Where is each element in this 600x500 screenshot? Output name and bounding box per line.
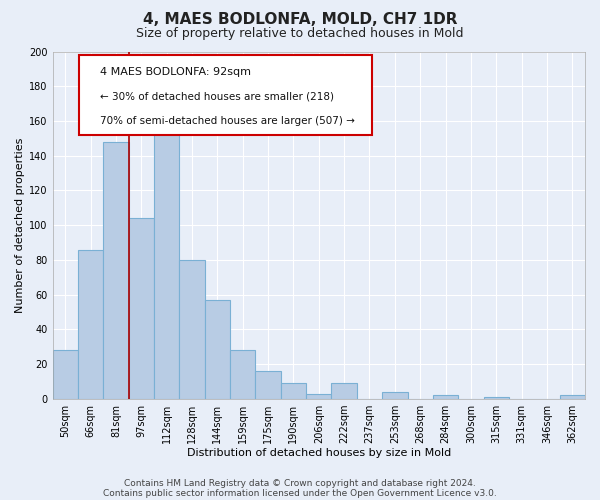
Bar <box>154 133 179 399</box>
Bar <box>128 218 154 399</box>
Bar <box>205 300 230 399</box>
Bar <box>281 384 306 399</box>
Bar <box>53 350 78 399</box>
X-axis label: Distribution of detached houses by size in Mold: Distribution of detached houses by size … <box>187 448 451 458</box>
Bar <box>103 142 128 399</box>
Bar <box>382 392 407 399</box>
Text: 4 MAES BODLONFA: 92sqm: 4 MAES BODLONFA: 92sqm <box>100 67 251 77</box>
Bar <box>78 250 103 399</box>
Bar <box>179 260 205 399</box>
FancyBboxPatch shape <box>79 55 372 135</box>
Text: 4, MAES BODLONFA, MOLD, CH7 1DR: 4, MAES BODLONFA, MOLD, CH7 1DR <box>143 12 457 28</box>
Bar <box>306 394 331 399</box>
Bar <box>433 396 458 399</box>
Bar <box>230 350 256 399</box>
Y-axis label: Number of detached properties: Number of detached properties <box>15 138 25 313</box>
Text: Contains HM Land Registry data © Crown copyright and database right 2024.: Contains HM Land Registry data © Crown c… <box>124 478 476 488</box>
Text: Contains public sector information licensed under the Open Government Licence v3: Contains public sector information licen… <box>103 488 497 498</box>
Bar <box>331 384 357 399</box>
Bar <box>484 397 509 399</box>
Text: 70% of semi-detached houses are larger (507) →: 70% of semi-detached houses are larger (… <box>100 116 355 126</box>
Text: Size of property relative to detached houses in Mold: Size of property relative to detached ho… <box>136 28 464 40</box>
Text: ← 30% of detached houses are smaller (218): ← 30% of detached houses are smaller (21… <box>100 92 334 102</box>
Bar <box>560 396 585 399</box>
Bar <box>256 371 281 399</box>
